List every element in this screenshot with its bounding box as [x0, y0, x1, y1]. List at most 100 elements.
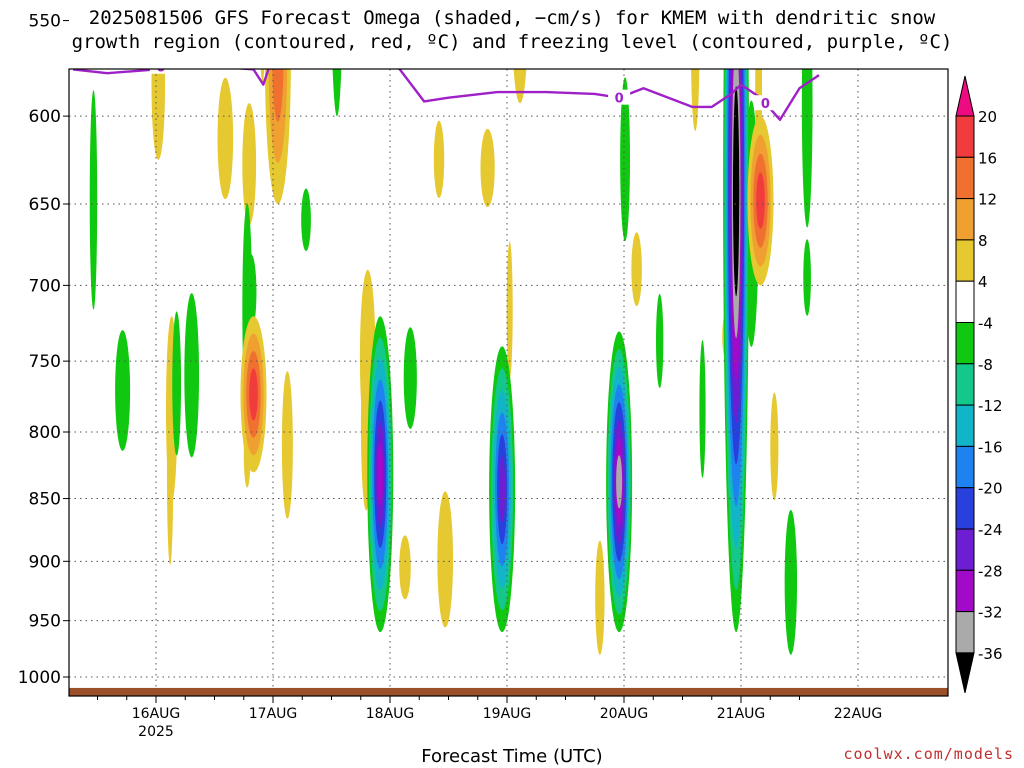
- colorbar-band: [955, 611, 975, 654]
- colorbar-band: [955, 363, 975, 406]
- y-tick-label-650: 650: [29, 195, 61, 215]
- contour-label-bg: [374, 51, 396, 66]
- y-tick-label-600: 600: [29, 107, 61, 127]
- temperature-contours: -18-18-18-18-12-12-12-120000: [72, 51, 820, 122]
- omega-streak: [460, 0, 473, 20]
- omega-streak: [513, 69, 527, 104]
- contour-label-freezing_0: 0: [381, 53, 390, 68]
- colorbar-band: [955, 445, 975, 489]
- omega-streak: [437, 491, 454, 628]
- contour-label-bg: [149, 69, 172, 74]
- omega-streak: [433, 0, 440, 43]
- contour-label-bg: [754, 95, 777, 111]
- y-tick-label-850: 850: [29, 490, 61, 510]
- y-tick-label-950: 950: [29, 612, 61, 632]
- omega-streak: [151, 69, 166, 160]
- x-tick-label-19AUG: 19AUG: [483, 706, 532, 722]
- colorbar-band: [955, 487, 975, 530]
- omega-feature-4: [499, 456, 506, 523]
- omega-streak: [152, 0, 158, 21]
- colorbar-label: -16: [978, 438, 1003, 456]
- omega-streak: [699, 340, 706, 478]
- colorbar-label: -24: [978, 521, 1003, 539]
- y-tick-label-800: 800: [29, 423, 61, 443]
- colorbar-label: -12: [978, 397, 1003, 415]
- colorbar-label: 12: [978, 191, 997, 209]
- colorbar-label: -32: [978, 604, 1003, 622]
- contour-label-freezing_0: 0: [761, 97, 770, 112]
- colorbar-band: [955, 404, 975, 447]
- plot-frame: [68, 68, 949, 697]
- y-tick-label-700: 700: [29, 276, 61, 296]
- chart-title-line2: growth region (contoured, red, ºC) and f…: [71, 31, 953, 53]
- contour-label-freezing_0: 0: [156, 61, 165, 76]
- y-tick-label-750: 750: [29, 352, 61, 372]
- x-tick-label-21AUG: 21AUG: [717, 706, 766, 722]
- x-axis: 16AUG 2025 17AUG 18AUG 19AUG 20AUG 21AUG 22AUG: [97, 696, 883, 740]
- omega-streak: [770, 392, 779, 501]
- colorbar-label: -28: [978, 562, 1003, 580]
- colorbar-band: [955, 322, 975, 365]
- colorbar-label: 16: [978, 149, 997, 167]
- omega-streak: [656, 293, 664, 389]
- omega-streak: [801, 69, 813, 228]
- omega-streak: [399, 535, 411, 600]
- colorbar-band: [955, 156, 975, 200]
- chart-title: 2025081506 GFS Forecast Omega (shaded, −…: [0, 6, 1024, 54]
- omega-streak: [217, 77, 234, 200]
- colorbar-band: [955, 280, 975, 324]
- colorbar-legend: 20 16 12 8 4 -4 -8 -12 -16 -20 -24 -28 -32 -36: [955, 75, 1003, 694]
- omega-streak: [281, 371, 293, 519]
- colorbar-band: [955, 115, 975, 158]
- omega-feature-5: [616, 455, 623, 509]
- omega-streak: [433, 120, 445, 198]
- omega-streak: [631, 232, 642, 307]
- omega-feature-1: [272, 69, 284, 122]
- x-axis-title: Forecast Time (UTC): [421, 746, 603, 767]
- chart-title-line1: 2025081506 GFS Forecast Omega (shaded, −…: [88, 7, 936, 29]
- x-tick-label-18AUG: 18AUG: [366, 706, 415, 722]
- y-axis: 2503003504004505005506006507007508008509…: [18, 12, 69, 688]
- colorbar-label: -4: [978, 315, 993, 333]
- colorbar-band: [955, 239, 975, 282]
- colorbar-label: -36: [978, 645, 1003, 663]
- colorbar-band-bottom: [955, 652, 975, 694]
- omega-streak: [115, 330, 131, 451]
- omega-streak: [332, 69, 342, 117]
- y-tick-label-1000: 1000: [18, 668, 61, 688]
- y-tick-label-550: 550: [29, 12, 61, 32]
- x-tick-label-20AUG: 20AUG: [600, 706, 649, 722]
- omega-streak: [80, 0, 87, 45]
- x-tick-label-22AUG: 22AUG: [834, 706, 883, 722]
- omega-feature-3: [377, 442, 384, 506]
- omega-streak: [89, 90, 98, 310]
- omega-streak: [784, 509, 798, 655]
- omega-shading: [80, 0, 813, 655]
- omega-streak: [184, 293, 200, 458]
- colorbar-label: 4: [978, 273, 988, 291]
- colorbar-label: 20: [978, 108, 997, 126]
- omega-feature-8: [756, 172, 765, 229]
- colorbar-band: [955, 198, 975, 241]
- omega-streak: [595, 540, 605, 655]
- colorbar-label: 8: [978, 232, 988, 250]
- omega-streak: [803, 239, 811, 316]
- omega-streak: [691, 69, 700, 132]
- credit-text: coolwx.com/models: [843, 745, 1014, 763]
- omega-streak: [260, 69, 265, 84]
- x-tick-label-17AUG: 17AUG: [249, 706, 298, 722]
- x-tick-sublabel-year: 2025: [138, 724, 174, 740]
- x-tick-label-16AUG: 16AUG: [132, 706, 181, 722]
- omega-streak: [242, 103, 257, 226]
- y-tick-label-900: 900: [29, 552, 61, 572]
- omega-streak: [301, 188, 311, 251]
- omega-feature-2: [249, 368, 258, 421]
- omega-streak: [172, 311, 182, 456]
- colorbar-band-top: [955, 75, 975, 117]
- omega-streak: [403, 327, 417, 429]
- contour-label-freezing_0: 0: [615, 92, 624, 107]
- colorbar-band: [955, 528, 975, 571]
- colorbar-label: -8: [978, 356, 993, 374]
- omega-streak: [506, 241, 513, 378]
